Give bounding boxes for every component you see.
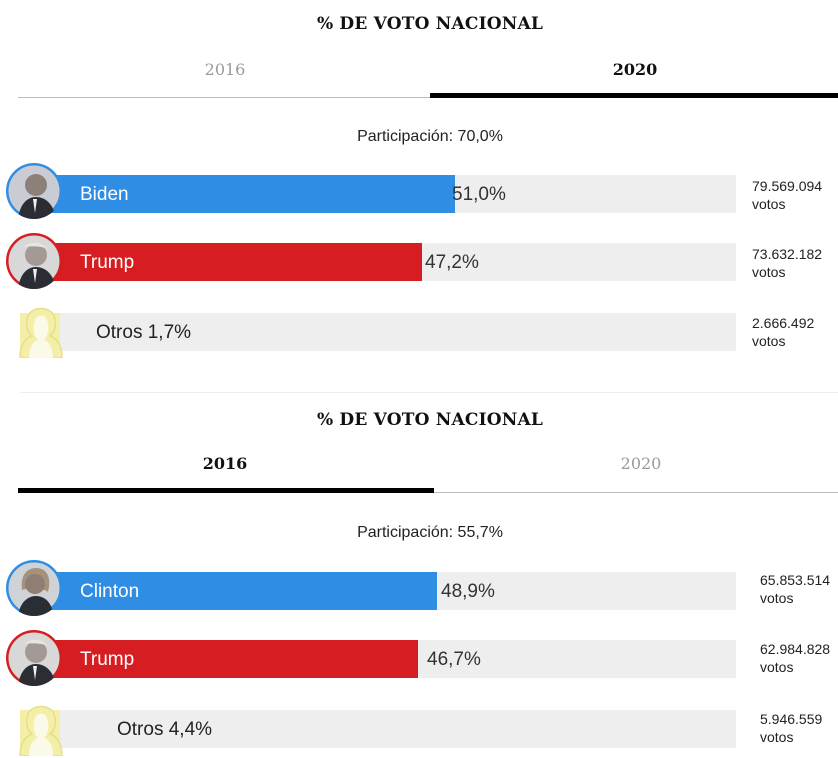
tab-2016[interactable]: 2016 (204, 60, 246, 79)
bar-track (20, 175, 736, 213)
votes-number: 65.853.514 (760, 572, 831, 588)
trump-photo-icon (6, 233, 62, 289)
panel-divider (20, 392, 838, 393)
tab-2020[interactable]: 2020 (612, 60, 658, 79)
tab-underline-active (18, 488, 434, 493)
participation-text: Participación: 55,7% (357, 524, 503, 541)
chart-panel-2020: % DE VOTO NACIONAL 2016 2020 Participaci… (0, 14, 838, 362)
tab-underline-inactive (18, 97, 430, 98)
bar-fill-trump (20, 640, 418, 678)
otros-percent: 4,4% (168, 719, 213, 740)
candidate-label-trump: Trump (80, 649, 135, 670)
tab-2020[interactable]: 2020 (620, 454, 662, 473)
votes-unit: votos (752, 333, 786, 349)
percent-label-clinton: 48,9% (441, 581, 495, 602)
percent-label-trump: 46,7% (427, 649, 481, 670)
votes-clinton: 65.853.514 votos (760, 571, 830, 607)
votes-number: 62.984.828 (760, 641, 831, 657)
generic-person-icon (16, 702, 66, 756)
votes-otros: 2.666.492 votos (752, 314, 814, 350)
votes-unit: votos (760, 590, 794, 606)
bar-fill-biden (20, 175, 455, 213)
bar-row-biden: Biden 51,0% 79.569.094 votos (0, 163, 838, 223)
votes-number: 79.569.094 (752, 178, 823, 194)
otros-name: Otros (96, 322, 143, 343)
bar-row-clinton: Clinton 48,9% 65.853.514 votos (0, 560, 838, 620)
percent-label-biden: 51,0% (452, 184, 506, 205)
otros-name: Otros (117, 719, 164, 740)
votes-otros: 5.946.559 votos (760, 710, 822, 746)
candidate-label-otros: Otros 1,7% (96, 322, 191, 344)
bar-track (20, 243, 736, 281)
candidate-label-otros: Otros 4,4% (117, 719, 212, 741)
candidate-label-biden: Biden (80, 184, 129, 205)
votes-biden: 79.569.094 votos (752, 177, 822, 213)
votes-unit: votos (760, 659, 794, 675)
candidate-label-trump: Trump (80, 252, 135, 273)
votes-unit: votos (752, 196, 786, 212)
votes-trump: 62.984.828 votos (760, 640, 830, 676)
clinton-photo-icon (6, 560, 62, 616)
votes-trump: 73.632.182 votos (752, 245, 822, 281)
votes-number: 5.946.559 (760, 711, 823, 727)
panel-title: % DE VOTO NACIONAL (316, 410, 544, 430)
tab-2016[interactable]: 2016 (202, 454, 248, 473)
bar-row-otros: Otros 4,4% 5.946.559 votos (0, 698, 838, 758)
votes-unit: votos (760, 729, 794, 745)
participation-text: Participación: 70,0% (357, 128, 503, 145)
chart-panel-2016: % DE VOTO NACIONAL 2016 2020 Participaci… (0, 396, 838, 756)
generic-person-icon (16, 304, 66, 358)
bar-row-trump: Trump 46,7% 62.984.828 votos (0, 630, 838, 690)
candidate-label-clinton: Clinton (80, 581, 140, 602)
votes-number: 2.666.492 (752, 315, 815, 331)
bar-track (20, 572, 736, 610)
tab-underline-active (430, 93, 838, 98)
biden-photo-icon (6, 163, 62, 219)
bar-fill-trump (20, 243, 422, 281)
votes-unit: votos (752, 264, 786, 280)
bar-row-otros: Otros 1,7% 2.666.492 votos (0, 302, 838, 362)
bar-row-trump: Trump 47,2% 73.632.182 votos (0, 233, 838, 293)
trump-photo-icon (6, 630, 62, 686)
panel-title: % DE VOTO NACIONAL (316, 14, 544, 34)
votes-number: 73.632.182 (752, 246, 823, 262)
bar-track (20, 640, 736, 678)
bar-fill-clinton (20, 572, 437, 610)
otros-percent: 1,7% (147, 322, 192, 343)
tab-underline-inactive (434, 492, 838, 493)
percent-label-trump: 47,2% (425, 252, 479, 273)
